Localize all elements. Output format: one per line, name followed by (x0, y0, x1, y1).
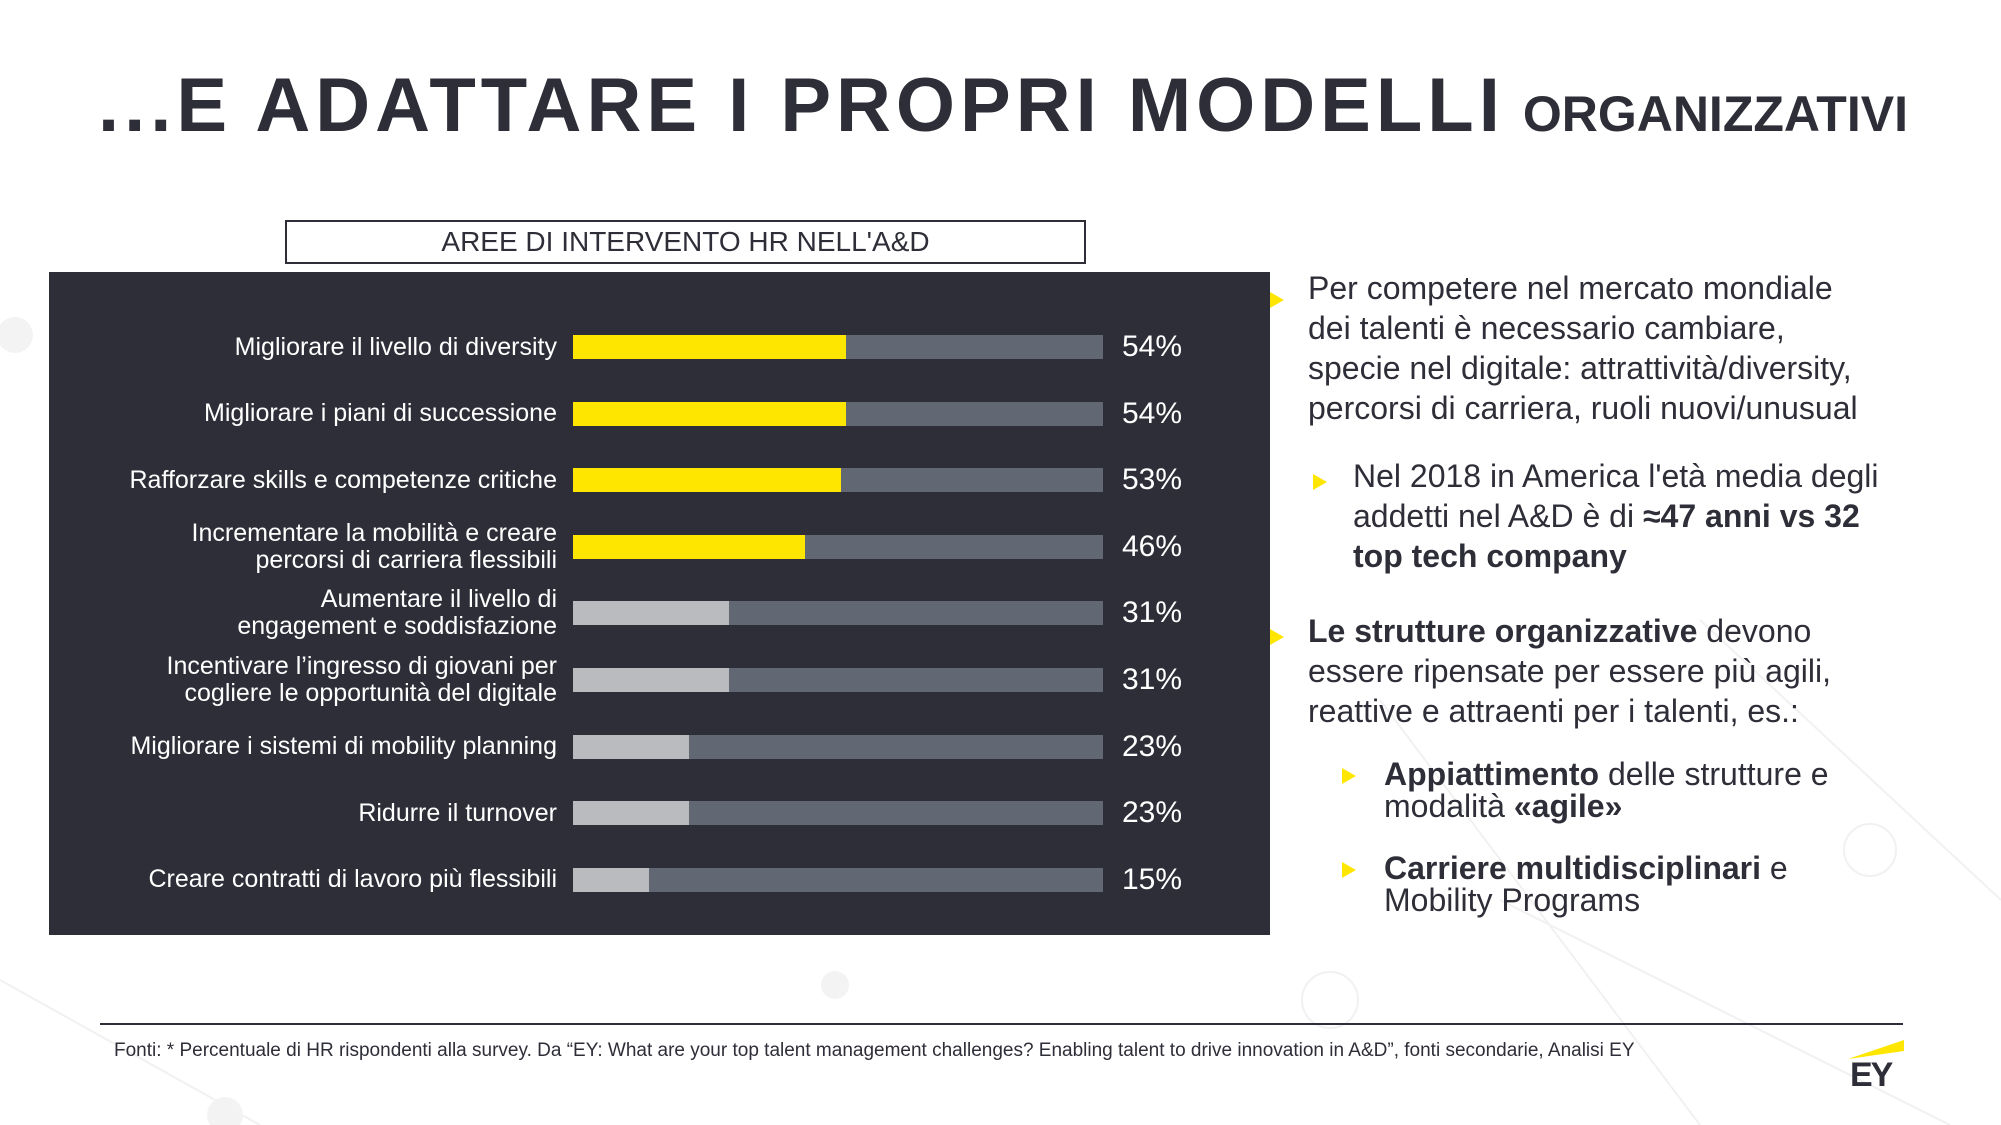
bar-label: Migliorare i sistemi di mobility plannin… (130, 733, 557, 760)
bullet-arrow-icon (1270, 629, 1284, 645)
bar-track (573, 601, 1103, 626)
bar-label-line: cogliere le opportunità del digitale (184, 679, 557, 707)
bullet-arrow-icon (1313, 474, 1327, 490)
bar-track (573, 534, 1103, 559)
footer-sources: Fonti: * Percentuale di HR rispondenti a… (114, 1040, 1635, 1061)
bullet-line: reattive e attraenti per i talenti, es.: (1308, 693, 1799, 729)
bar-label-line: percorsi di carriera flessibili (255, 545, 557, 574)
bullet-arrow-icon (1270, 292, 1284, 308)
bar-label: Creare contratti di lavoro più flessibil… (148, 866, 557, 893)
bar-label: Incentivare l’ingresso di giovani per cog… (167, 653, 558, 707)
bullet-line: Nel 2018 in America l'età media degli (1353, 458, 1879, 494)
bar (573, 335, 846, 359)
bar-label: Aumentare il livello di engagement e sodd… (237, 586, 557, 640)
bullet-line: essere ripensate per essere più agili, (1308, 653, 1831, 689)
bar-label: Migliorare i piani di successione (204, 400, 557, 427)
bar-track (573, 734, 1103, 759)
page-title-main: ...E ADATTARE I PROPRI MODELLI (98, 63, 1505, 148)
bullet-line: top tech company (1353, 538, 1627, 574)
bullet-line: Carriere multidisciplinari e (1384, 850, 1788, 886)
bold-age-comparison: ≈47 anni vs 32 (1642, 498, 1860, 534)
bar-value-label: 54% (1122, 396, 1183, 430)
bar-label-line: Migliorare il livello di diversity (234, 332, 557, 361)
bar-label: Incrementare la mobilità e creare percors… (191, 518, 557, 574)
bar-track (573, 468, 1103, 493)
bar-track (573, 401, 1103, 426)
bar-label-line: Ridurre il turnover (358, 798, 557, 827)
bullet-line: specie nel digitale: attrattività/divers… (1308, 350, 1852, 386)
bar-label: Rafforzare skills e competenze critiche (129, 465, 558, 494)
bar-label: Migliorare il livello di diversity (234, 332, 557, 361)
bullet-line: dei talenti è necessario cambiare, (1308, 310, 1785, 346)
bar (573, 468, 841, 493)
ey-logo-text: EY (1850, 1056, 1893, 1094)
bar-label-line: Incrementare la mobilità e creare (191, 518, 557, 547)
bullet-arrow-icon (1342, 768, 1356, 784)
bar (573, 801, 689, 826)
bar-label-line: Creare contratti di lavoro più flessibil… (148, 865, 557, 894)
bar-value-label: 23% (1122, 796, 1183, 830)
bar-label-line: engagement e soddisfazione (237, 612, 557, 641)
bullet-line: Le strutture organizzative devono (1308, 613, 1812, 649)
footer-divider (100, 1023, 1903, 1025)
page-title: ...E ADATTARE I PROPRI MODELLI ORGANIZZAT… (98, 62, 1908, 149)
bar-label-line: Aumentare il livello di (320, 585, 557, 614)
bar-label-line: Rafforzare skills e competenze critiche (129, 465, 558, 494)
bullet-line: percorsi di carriera, ruoli nuovi/unusua… (1308, 390, 1858, 426)
bar-value-label: 46% (1122, 529, 1183, 563)
bar-label-line: Migliorare i sistemi di mobility plannin… (130, 732, 557, 761)
bar-label-line: Incentivare l’ingresso di giovani per (166, 652, 558, 680)
bar (573, 668, 729, 692)
bar (573, 734, 689, 759)
bar (573, 534, 805, 559)
bullet-line: modalità «agile» (1384, 788, 1623, 824)
bullet-line: addetti nel A&D è di ≈47 anni vs 32 (1353, 498, 1860, 534)
bullet-line: Per competere nel mercato mondiale (1308, 270, 1833, 306)
bar-value-label: 15% (1122, 862, 1183, 896)
bullet-line: Mobility Programs (1384, 882, 1641, 918)
chart-title: AREE DI INTERVENTO HR NELL'A&D (285, 220, 1086, 264)
bar-value-label: 31% (1122, 663, 1183, 696)
bar-track (573, 867, 1103, 892)
bar-label: Ridurre il turnover (358, 798, 557, 827)
bar-value-label: 53% (1122, 463, 1183, 497)
bar-label-line: Migliorare i piani di successione (204, 399, 557, 428)
bar (573, 867, 649, 892)
bar-value-label: 31% (1122, 596, 1183, 630)
bar (573, 601, 729, 626)
bar-value-label: 23% (1122, 729, 1183, 763)
bar-track (573, 335, 1103, 359)
bar-value-label: 54% (1122, 330, 1183, 363)
page-title-sub: ORGANIZZATIVI (1522, 86, 1908, 142)
bullet-line: Appiattimento delle strutture e (1384, 756, 1829, 792)
bar (573, 401, 846, 426)
bullet-arrow-icon (1342, 862, 1356, 878)
ey-logo: EY (1848, 1040, 1904, 1096)
bar-track (573, 668, 1103, 692)
bar-track (573, 801, 1103, 826)
ey-beam-icon (1848, 1040, 1904, 1059)
